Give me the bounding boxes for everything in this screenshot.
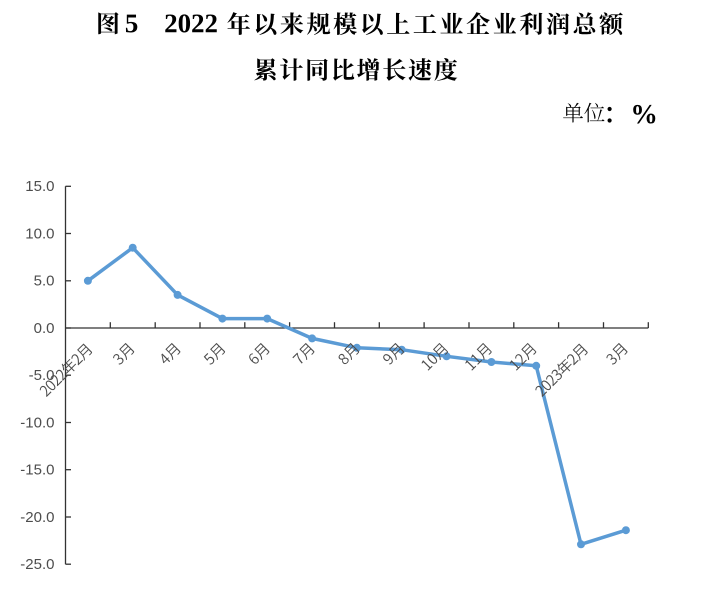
svg-text:0.0: 0.0 bbox=[34, 320, 55, 337]
svg-text:-15.0: -15.0 bbox=[20, 462, 54, 479]
svg-text:-20.0: -20.0 bbox=[20, 509, 54, 526]
svg-text:15.0: 15.0 bbox=[25, 178, 54, 195]
svg-text:-10.0: -10.0 bbox=[20, 414, 54, 431]
svg-text:10.0: 10.0 bbox=[25, 225, 54, 242]
svg-text:-25.0: -25.0 bbox=[20, 556, 54, 573]
svg-text:-5.0: -5.0 bbox=[29, 367, 55, 384]
svg-text:5.0: 5.0 bbox=[34, 273, 55, 290]
